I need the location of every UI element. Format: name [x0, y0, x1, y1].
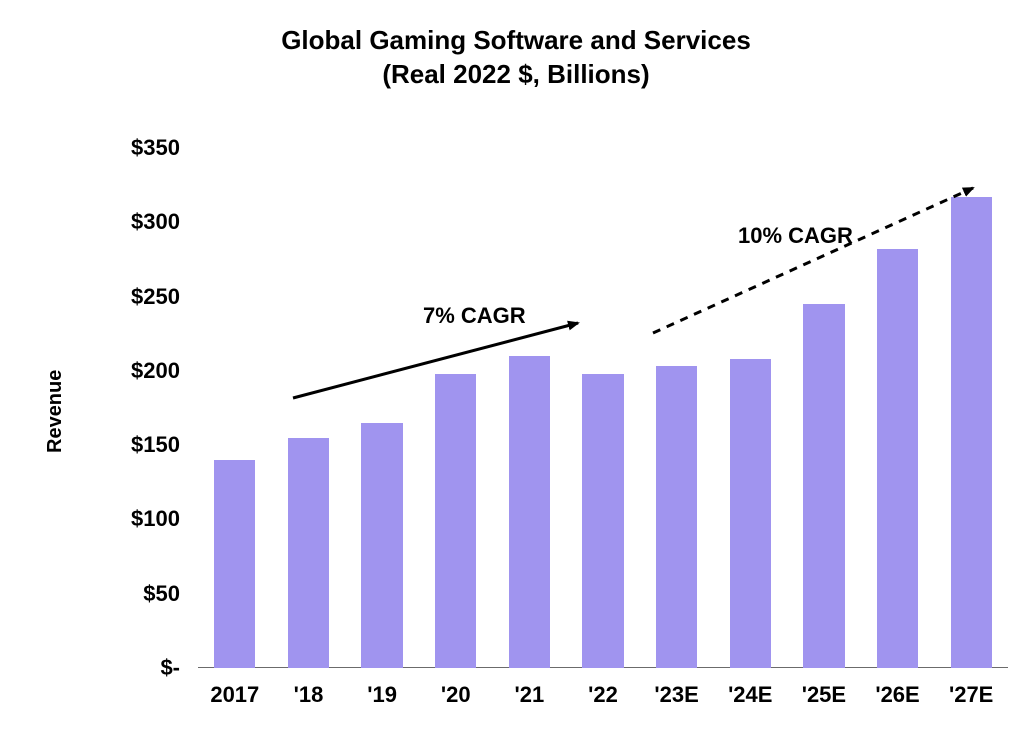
- revenue-bar-chart: Global Gaming Software and Services (Rea…: [0, 0, 1032, 744]
- chart-title: Global Gaming Software and Services (Rea…: [0, 24, 1032, 92]
- y-tick-label: $200: [131, 358, 198, 384]
- x-tick-label: '19: [367, 668, 397, 708]
- y-tick-label: $250: [131, 284, 198, 310]
- bar: [509, 356, 550, 668]
- x-tick-label: 2017: [210, 668, 259, 708]
- bar: [361, 423, 402, 668]
- y-tick-label: $300: [131, 209, 198, 235]
- bar: [288, 438, 329, 668]
- bar: [214, 460, 255, 668]
- x-tick-label: '27E: [949, 668, 993, 708]
- bar: [435, 374, 476, 668]
- bar: [877, 249, 918, 668]
- bar: [803, 304, 844, 668]
- cagr-annotation: 10% CAGR: [738, 223, 853, 249]
- x-tick-label: '18: [294, 668, 324, 708]
- y-tick-label: $50: [143, 581, 198, 607]
- x-tick-label: '24E: [728, 668, 772, 708]
- bars-container: [198, 148, 1008, 668]
- x-tick-label: '25E: [802, 668, 846, 708]
- cagr-annotation: 7% CAGR: [423, 303, 526, 329]
- x-tick-label: '26E: [875, 668, 919, 708]
- bar: [656, 366, 697, 668]
- y-tick-label: $350: [131, 135, 198, 161]
- x-tick-label: '22: [588, 668, 618, 708]
- x-tick-label: '20: [441, 668, 471, 708]
- plot-area: $-$50$100$150$200$250$300$3502017'18'19'…: [198, 148, 1008, 668]
- y-tick-label: $-: [160, 655, 198, 681]
- y-tick-label: $150: [131, 432, 198, 458]
- y-axis-label: Revenue: [44, 370, 67, 453]
- bar: [951, 197, 992, 668]
- chart-title-line1: Global Gaming Software and Services: [0, 24, 1032, 58]
- chart-title-line2: (Real 2022 $, Billions): [0, 58, 1032, 92]
- y-tick-label: $100: [131, 506, 198, 532]
- bar: [730, 359, 771, 668]
- x-tick-label: '21: [515, 668, 545, 708]
- bar: [582, 374, 623, 668]
- x-tick-label: '23E: [654, 668, 698, 708]
